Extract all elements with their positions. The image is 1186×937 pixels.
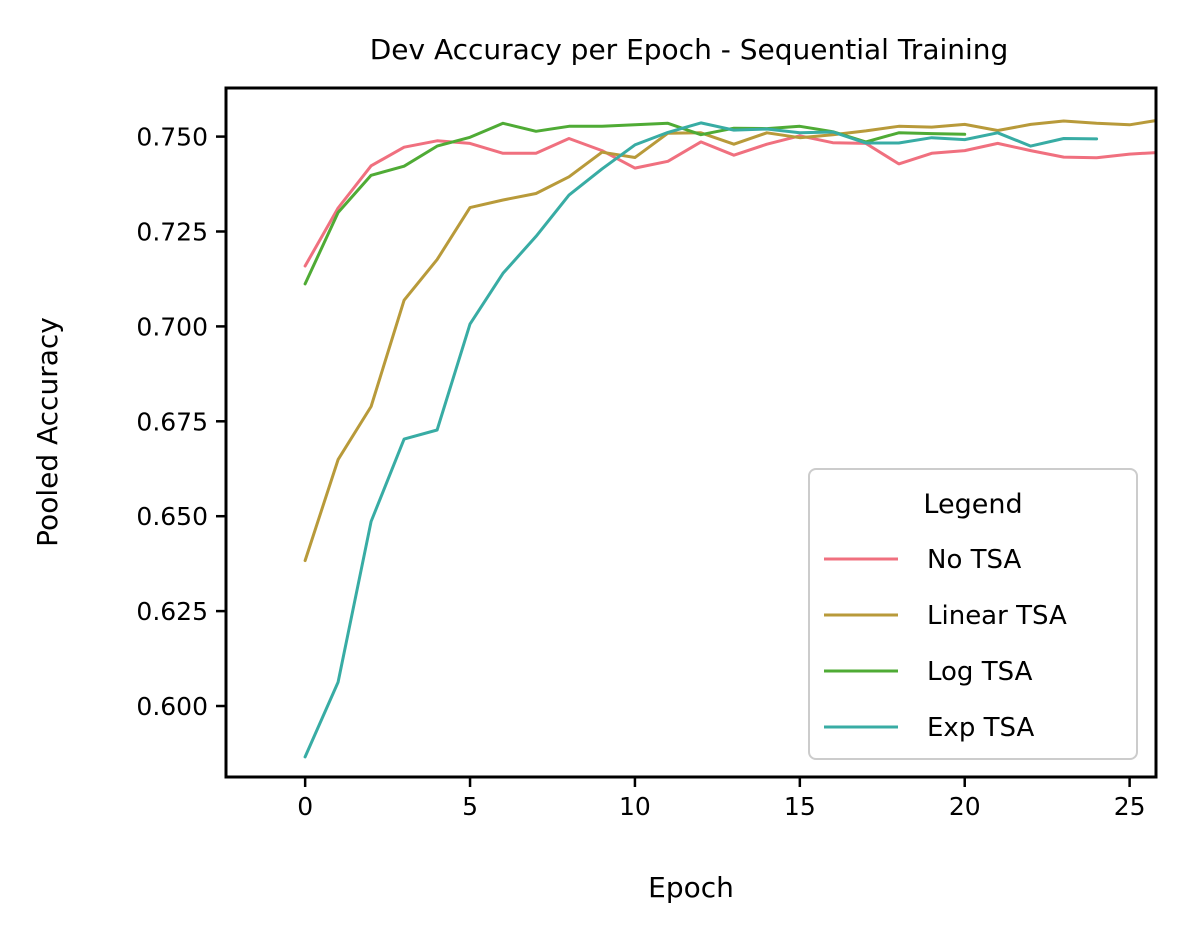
x-tick-label: 25 (1114, 792, 1146, 821)
y-tick-label: 0.625 (136, 597, 208, 626)
y-tick-label: 0.675 (136, 407, 208, 436)
legend-items: No TSA Linear TSA Log TSA Exp TSA (824, 545, 1067, 743)
x-axis-label: Epoch (648, 871, 734, 904)
y-tick-label: 0.700 (136, 312, 208, 341)
plot-frame (224, 86, 1158, 779)
legend-label-linear-tsa: Linear TSA (927, 601, 1067, 631)
y-axis-label: Pooled Accuracy (31, 317, 64, 547)
legend-title: Legend (923, 489, 1022, 520)
x-axis: 0 5 10 15 20 25 (297, 777, 1146, 821)
series-line-linear-tsa (303, 119, 1156, 563)
legend-label-no-tsa: No TSA (927, 545, 1021, 575)
x-tick-label: 15 (784, 792, 816, 821)
chart-title: Dev Accuracy per Epoch - Sequential Trai… (370, 33, 1009, 66)
legend-label-log-tsa: Log TSA (927, 657, 1033, 687)
legend-label-exp-tsa: Exp TSA (927, 713, 1034, 743)
series-line-exp-tsa (303, 121, 1099, 759)
legend-box (808, 468, 1138, 760)
series-group (303, 119, 1156, 759)
legend: Legend No TSA Linear TSA Log TSA Exp TSA (808, 468, 1138, 760)
x-tick-label: 10 (619, 792, 651, 821)
y-tick-label: 0.750 (136, 123, 208, 152)
x-tick-label: 0 (297, 792, 313, 821)
y-tick-label: 0.650 (136, 502, 208, 531)
y-axis: 0.600 0.625 0.650 0.675 0.700 0.725 0.750 (136, 123, 226, 721)
x-tick-label: 5 (462, 792, 478, 821)
y-tick-label: 0.600 (136, 692, 208, 721)
y-tick-label: 0.725 (136, 217, 208, 246)
x-tick-label: 20 (949, 792, 981, 821)
